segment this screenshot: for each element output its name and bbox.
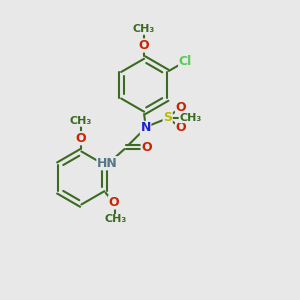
Text: O: O	[176, 101, 186, 114]
Text: O: O	[139, 39, 149, 52]
Text: O: O	[109, 196, 119, 209]
Text: CH₃: CH₃	[104, 214, 126, 224]
Text: O: O	[176, 122, 186, 134]
Text: N: N	[140, 122, 151, 134]
Text: CH₃: CH₃	[179, 112, 202, 123]
Text: Cl: Cl	[179, 55, 192, 68]
Text: O: O	[141, 141, 152, 154]
Text: CH₃: CH₃	[133, 24, 155, 34]
Text: CH₃: CH₃	[69, 116, 92, 126]
Text: S: S	[163, 111, 172, 124]
Text: HN: HN	[97, 157, 118, 170]
Text: O: O	[75, 132, 86, 145]
